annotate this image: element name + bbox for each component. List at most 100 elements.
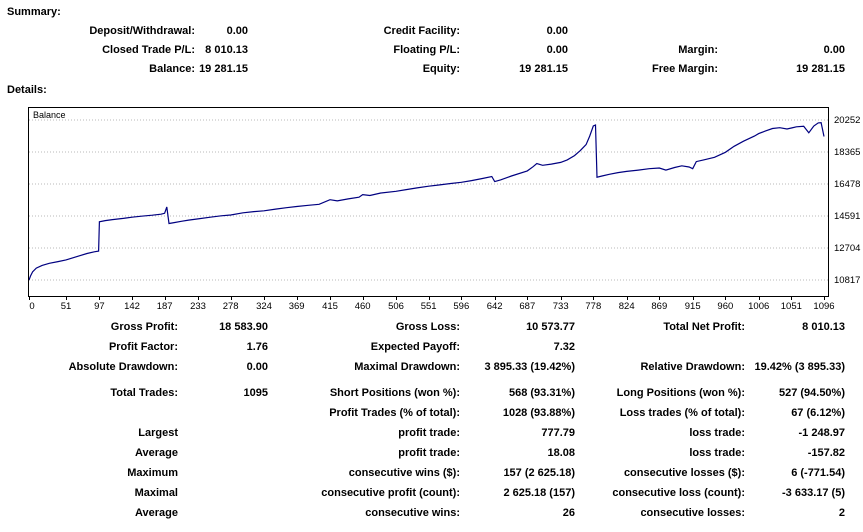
total-net-profit-value: 8 010.13: [802, 321, 845, 333]
x-axis-label: 778: [585, 301, 602, 312]
x-axis-tick: [593, 297, 595, 300]
avg-consecutive-wins-value: 26: [562, 507, 575, 519]
maximum-label: Maximum: [127, 467, 178, 479]
x-axis-tick: [824, 297, 825, 300]
stats-row: Maximum consecutive wins ($): 157 (2 625…: [0, 463, 845, 483]
profit-trades-value: 1028 (93.88%): [502, 407, 575, 419]
largest-profit-trade-value: 777.79: [541, 427, 575, 439]
x-axis-label: 1006: [748, 301, 770, 312]
free-margin-label: Free Margin:: [651, 62, 718, 75]
x-axis-label: 278: [222, 301, 239, 312]
x-axis-label: 233: [190, 301, 206, 312]
consecutive-losses-label: consecutive losses ($):: [623, 467, 745, 479]
short-positions-value: 568 (93.31%): [508, 387, 575, 399]
consecutive-wins-value: 157 (2 625.18): [503, 467, 575, 479]
summary-row: Closed Trade P/L: 8 010.13 Floating P/L:…: [0, 40, 845, 59]
deposit-withdrawal-label: Deposit/Withdrawal:: [89, 24, 195, 37]
balance-chart: Balance 10817 12704 14591 16478 18365 20252 0…: [28, 107, 863, 315]
floating-pl-value: 0.00: [546, 43, 568, 56]
gross-loss-value: 10 573.77: [526, 321, 575, 333]
consecutive-losses-value: 6 (-771.54): [791, 467, 845, 479]
x-axis-tick: [560, 297, 562, 300]
stats-row: Profit Trades (% of total): 1028 (93.88%…: [0, 403, 845, 423]
x-axis-tick: [428, 297, 430, 300]
x-axis-label: 506: [388, 301, 404, 312]
margin-label: Margin:: [678, 43, 718, 56]
x-axis-label: 596: [453, 301, 470, 312]
x-axis-label: 460: [354, 301, 371, 312]
total-trades-value: 1095: [243, 387, 268, 399]
x-axis-tick: [725, 297, 727, 300]
x-axis-label: 142: [124, 301, 140, 312]
gross-profit-label: Gross Profit:: [110, 321, 178, 333]
chart-plot-area: Balance: [28, 107, 829, 297]
largest-profit-trade-label: profit trade:: [398, 427, 460, 439]
x-axis-tick: [65, 297, 67, 300]
credit-facility-value: 0.00: [546, 24, 568, 37]
balance-label: Balance:: [149, 62, 195, 75]
x-axis-tick: [461, 297, 463, 300]
stats-row: Average profit trade: 18.08 loss trade: …: [0, 443, 845, 463]
x-axis-label: 824: [618, 301, 635, 312]
x-axis-tick: [29, 297, 30, 300]
profit-factor-label: Profit Factor:: [108, 341, 178, 353]
average-label: Average: [134, 447, 178, 459]
x-axis-tick: [659, 297, 661, 300]
deposit-withdrawal-value: 0.00: [226, 24, 248, 37]
floating-pl-label: Floating P/L:: [393, 43, 460, 56]
x-axis-label: 1051: [780, 301, 802, 312]
relative-drawdown-value: 19.42% (3 895.33): [754, 361, 845, 373]
stats-row: Gross Profit: 18 583.90 Gross Loss: 10 5…: [0, 317, 845, 337]
chart-legend-balance: Balance: [33, 110, 66, 120]
free-margin-value: 19 281.15: [796, 62, 845, 75]
equity-value: 19 281.15: [519, 62, 568, 75]
stats-row: Maximal consecutive profit (count): 2 62…: [0, 483, 845, 503]
relative-drawdown-label: Relative Drawdown:: [640, 361, 745, 373]
x-axis-tick: [758, 297, 760, 300]
average-label: Average: [134, 507, 178, 519]
consecutive-loss-count-label: consecutive loss (count):: [612, 487, 745, 499]
balance-line: [29, 121, 825, 281]
x-axis-tick: [527, 297, 529, 300]
x-axis-tick: [626, 297, 628, 300]
total-net-profit-label: Total Net Profit:: [663, 321, 745, 333]
credit-facility-label: Credit Facility:: [383, 24, 460, 37]
avg-consecutive-losses-label: consecutive losses:: [640, 507, 745, 519]
balance-value: 19 281.15: [199, 62, 248, 75]
gross-loss-label: Gross Loss:: [395, 321, 460, 333]
x-axis-label: 324: [256, 301, 272, 312]
y-axis-label: 10817: [834, 275, 861, 286]
x-axis-label: 51: [60, 301, 72, 312]
maximal-label: Maximal: [134, 487, 178, 499]
x-axis-label: 869: [651, 301, 668, 312]
x-axis-tick: [164, 297, 166, 300]
equity-label: Equity:: [422, 62, 460, 75]
profit-factor-value: 1.76: [246, 341, 268, 353]
x-axis-tick: [230, 297, 232, 300]
x-axis-tick: [330, 297, 332, 300]
x-axis-tick: [494, 297, 496, 300]
maximal-drawdown-label: Maximal Drawdown:: [354, 361, 460, 373]
x-axis-tick: [132, 297, 133, 300]
expected-payoff-label: Expected Payoff:: [370, 341, 460, 353]
avg-consecutive-losses-value: 2: [838, 507, 845, 519]
x-axis-label: 0: [29, 301, 35, 312]
total-trades-label: Total Trades:: [110, 387, 178, 399]
x-axis-tick: [692, 297, 694, 300]
largest-loss-trade-value: -1 248.97: [798, 427, 845, 439]
x-axis-tick: [362, 297, 364, 300]
long-positions-value: 527 (94.50%): [778, 387, 845, 399]
y-axis-label: 16478: [834, 179, 861, 190]
stats-row: Average consecutive wins: 26 consecutive…: [0, 503, 845, 523]
balance-line-chart-svg: [29, 119, 828, 281]
x-axis-tick: [396, 297, 398, 300]
x-axis-label: 733: [552, 301, 569, 312]
summary-table: Deposit/Withdrawal: 0.00 Credit Facility…: [0, 21, 845, 78]
closed-trade-pl-label: Closed Trade P/L:: [102, 43, 195, 56]
x-axis-tick: [296, 297, 298, 300]
details-heading: Details:: [7, 84, 47, 96]
y-axis-label: 14591: [834, 211, 861, 222]
stats-row: Total Trades: 1095 Short Positions (won …: [0, 383, 845, 403]
average-loss-trade-label: loss trade:: [689, 447, 745, 459]
